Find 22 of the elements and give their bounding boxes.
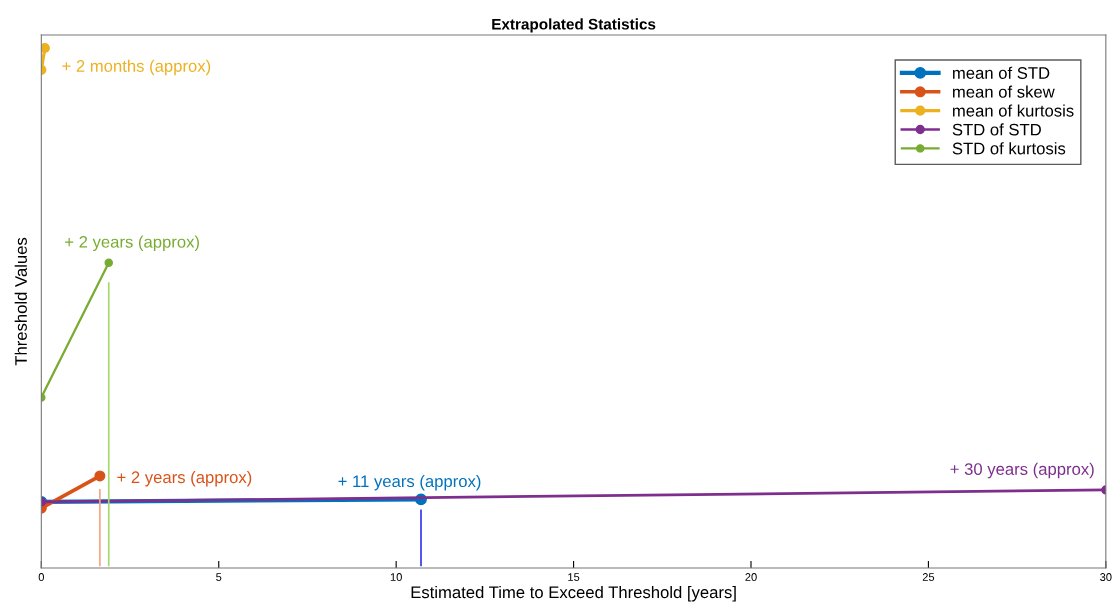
annotation: + 2 months (approx) [62, 59, 211, 76]
point [104, 258, 113, 267]
legend-label: mean of kurtosis [953, 104, 1074, 117]
x-tick-label: 20 [745, 573, 757, 581]
point [41, 42, 50, 54]
x-tick-label: 0 [38, 573, 44, 581]
x-tick-label: 15 [568, 573, 580, 581]
annotation: + 2 years (approx) [117, 470, 252, 487]
x-tick-label: 5 [216, 573, 222, 581]
legend-label: STD of kurtosis [952, 142, 1066, 155]
x-axis-title: Estimated Time to Exceed Threshold [years] [411, 585, 736, 602]
legend-label: STD of STD [952, 123, 1041, 136]
annotation: + 30 years (approx) [950, 462, 1094, 479]
chart-title: Extrapolated Statistics [492, 18, 656, 33]
y-axis-title: Threshold Values [14, 237, 27, 366]
legend-label: mean of STD [953, 66, 1050, 79]
legend-label: mean of skew [953, 85, 1055, 98]
annotation: + 2 years (approx) [65, 235, 199, 252]
annotation: + 11 years (approx) [338, 474, 481, 491]
x-tick-label: 10 [390, 573, 402, 581]
x-tick-label: 25 [922, 573, 935, 581]
x-tick-label: 30 [1100, 573, 1112, 581]
